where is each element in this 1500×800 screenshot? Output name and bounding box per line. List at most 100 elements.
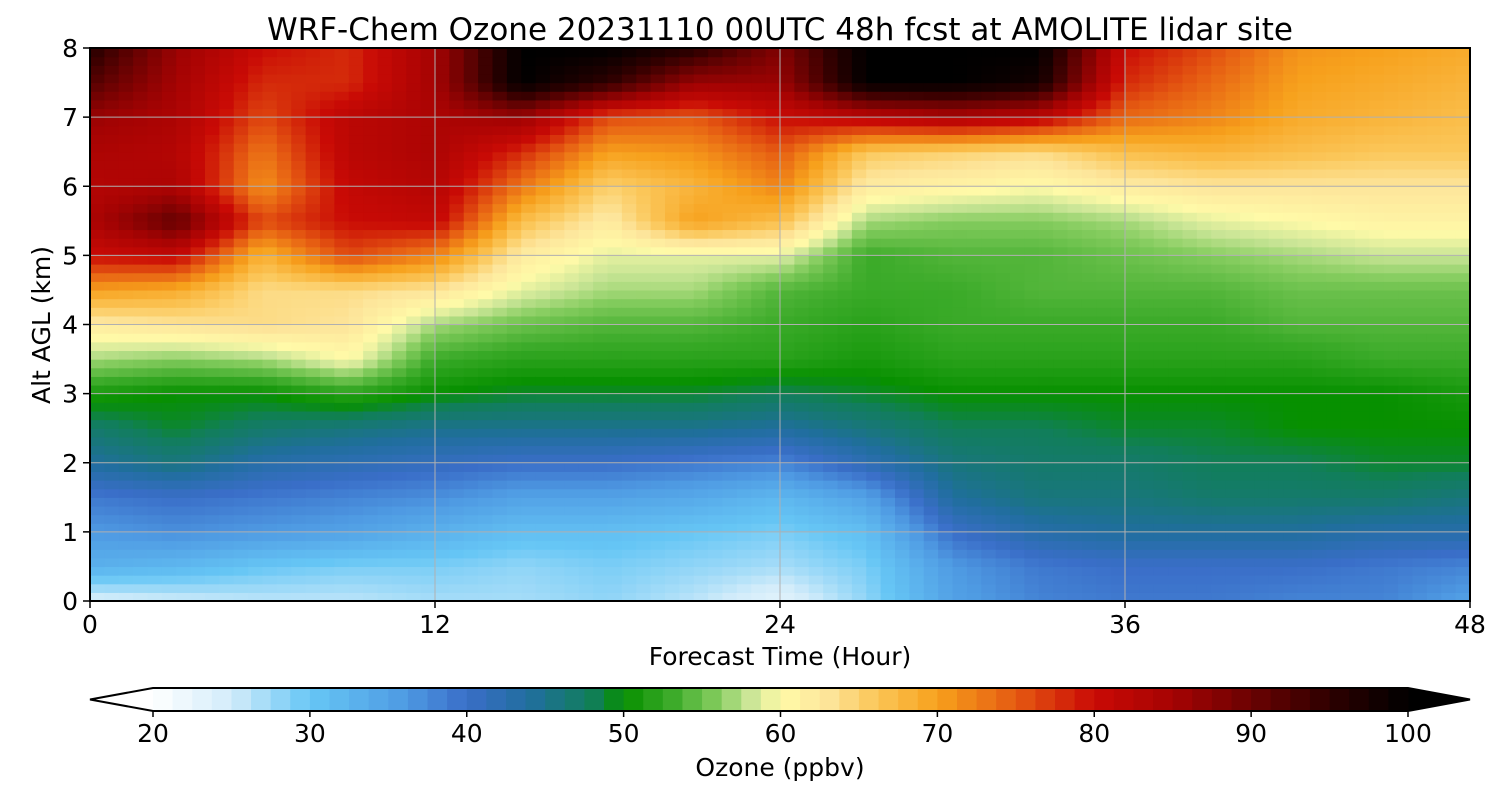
ozone-cell <box>808 557 824 568</box>
ozone-cell <box>1182 220 1198 231</box>
ozone-cell <box>449 151 465 161</box>
ozone-cell <box>435 65 450 75</box>
ozone-cell <box>1096 255 1112 265</box>
ozone-cell <box>952 514 968 524</box>
ozone-cell <box>823 264 839 274</box>
ozone-cell <box>1168 359 1184 369</box>
ozone-cell <box>521 333 537 343</box>
ozone-cell <box>665 393 680 403</box>
ozone-cell <box>909 410 925 421</box>
ozone-cell <box>133 324 149 334</box>
ozone-cell <box>923 125 939 136</box>
ozone-cell <box>880 134 896 144</box>
ozone-cell <box>578 255 594 265</box>
ozone-cell <box>133 48 149 58</box>
ozone-cell <box>219 194 235 205</box>
ozone-cell <box>219 315 235 326</box>
ozone-cell <box>1024 255 1040 265</box>
ozone-cell <box>133 505 149 516</box>
ozone-cell <box>736 186 752 196</box>
ozone-cell <box>621 471 637 481</box>
ozone-cell <box>348 65 364 75</box>
ozone-cell <box>780 238 795 248</box>
ozone-cell <box>535 462 551 472</box>
ozone-cell <box>219 402 235 412</box>
ozone-cell <box>291 384 307 395</box>
ozone-cell <box>435 151 450 161</box>
ozone-cell <box>1081 436 1097 447</box>
ozone-cell <box>780 531 795 542</box>
ozone-cell <box>334 108 350 118</box>
ozone-cell <box>348 212 364 222</box>
ozone-cell <box>1096 454 1112 464</box>
ozone-cell <box>348 238 364 248</box>
ozone-cell <box>535 402 551 412</box>
ozone-cell <box>995 255 1011 265</box>
ozone-cell <box>851 549 867 559</box>
ozone-cell <box>305 264 321 274</box>
ozone-cell <box>736 402 752 412</box>
ozone-cell <box>650 471 666 481</box>
ozone-cell <box>535 488 551 498</box>
ozone-cell <box>276 402 292 412</box>
ozone-cell <box>607 168 623 179</box>
ozone-cell <box>219 203 235 213</box>
ozone-cell <box>1182 177 1198 187</box>
ozone-cell <box>1153 143 1169 153</box>
ozone-cell <box>1024 445 1040 455</box>
ozone-cell <box>449 436 465 447</box>
ozone-cell <box>535 384 551 395</box>
ozone-cell <box>1110 566 1126 576</box>
ozone-cell <box>851 324 867 334</box>
ozone-cell <box>808 367 824 377</box>
ozone-cell <box>176 229 192 239</box>
ozone-cell <box>722 307 738 317</box>
ozone-cell <box>391 350 407 360</box>
ozone-cell <box>449 350 465 360</box>
ozone-cell <box>233 549 249 559</box>
ozone-cell <box>981 359 997 369</box>
ozone-cell <box>1139 419 1155 429</box>
ozone-cell <box>1125 151 1140 161</box>
ozone-cell <box>564 384 580 395</box>
ozone-cell <box>478 454 494 464</box>
ozone-cell <box>938 151 954 161</box>
ozone-cell <box>593 436 609 447</box>
ozone-cell <box>205 177 220 187</box>
ozone-cell <box>722 514 738 524</box>
ozone-cell <box>751 160 767 170</box>
ozone-cell <box>808 220 824 231</box>
ozone-cell <box>621 229 637 239</box>
ozone-cell <box>679 471 695 481</box>
ozone-cell <box>205 117 220 127</box>
ozone-cell <box>147 436 163 447</box>
ozone-cell <box>751 514 767 524</box>
ozone-cell <box>1168 523 1184 533</box>
ozone-cell <box>248 540 264 550</box>
ozone-cell <box>104 73 120 84</box>
ozone-cell <box>133 307 149 317</box>
ozone-cell <box>334 307 350 317</box>
ozone-cell <box>564 134 580 144</box>
ozone-cell <box>564 168 580 179</box>
ozone-cell <box>133 454 149 464</box>
ozone-cell <box>665 549 680 559</box>
ozone-cell <box>248 419 264 429</box>
ozone-cell <box>578 177 594 187</box>
ozone-cell <box>693 134 709 144</box>
ozone-cell <box>736 229 752 239</box>
ozone-cell <box>593 384 609 395</box>
ozone-cell <box>794 384 810 395</box>
ozone-cell <box>406 436 422 447</box>
ozone-cell <box>1168 454 1184 464</box>
ozone-cell <box>363 65 379 75</box>
ozone-cell <box>1096 281 1112 291</box>
ozone-cell <box>463 168 479 179</box>
ozone-cell <box>305 436 321 447</box>
ozone-cell <box>118 108 134 118</box>
ozone-cell <box>521 384 537 395</box>
ozone-cell <box>650 549 666 559</box>
ozone-cell <box>391 557 407 568</box>
ozone-cell <box>161 177 177 187</box>
ozone-cell <box>895 393 910 403</box>
